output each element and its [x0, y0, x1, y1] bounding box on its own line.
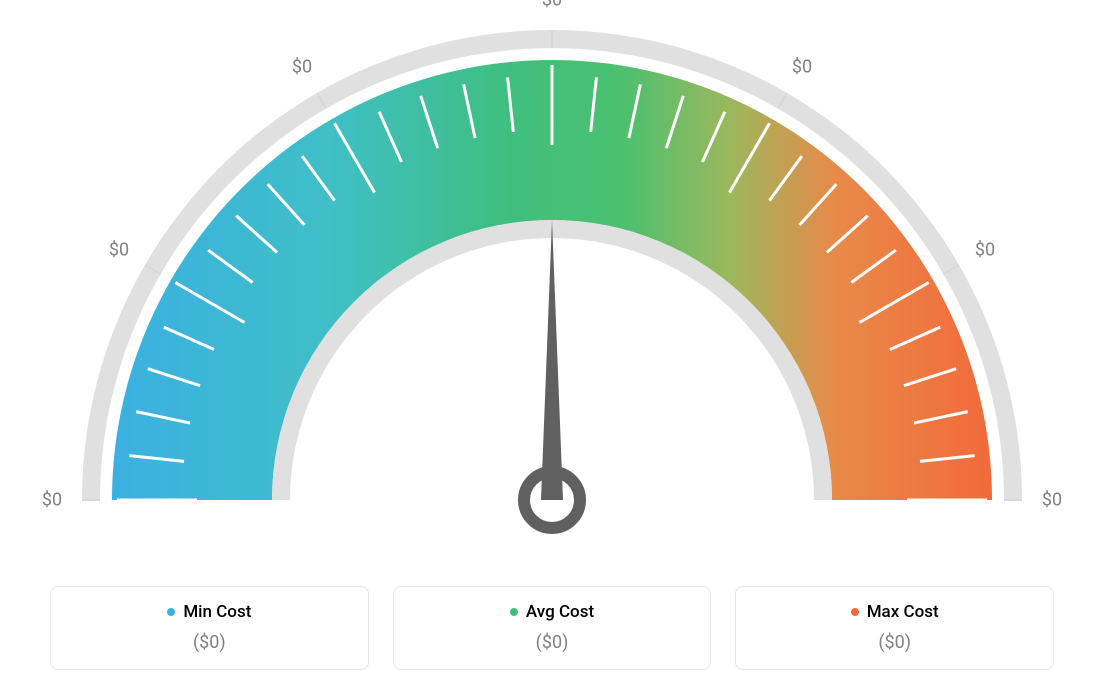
legend-row: Min Cost ($0) Avg Cost ($0) Max Cost ($0…	[50, 586, 1054, 670]
gauge-tick-label: $0	[42, 490, 62, 511]
gauge-tick-label: $0	[975, 240, 995, 261]
legend-title-min: Min Cost	[167, 602, 251, 622]
legend-label: Max Cost	[867, 602, 939, 622]
legend-value-max: ($0)	[754, 632, 1035, 653]
gauge-tick-label: $0	[792, 56, 812, 77]
dot-icon	[851, 608, 859, 616]
dot-icon	[510, 608, 518, 616]
legend-card-avg: Avg Cost ($0)	[393, 586, 712, 670]
gauge-svg	[0, 0, 1104, 560]
legend-card-min: Min Cost ($0)	[50, 586, 369, 670]
gauge-tick-label: $0	[109, 240, 129, 261]
dot-icon	[167, 608, 175, 616]
legend-value-min: ($0)	[69, 632, 350, 653]
gauge-tick-label: $0	[1042, 490, 1062, 511]
gauge-chart: $0 $0 $0 $0 $0 $0 $0	[0, 0, 1104, 560]
gauge-tick-label: $0	[292, 56, 312, 77]
legend-label: Avg Cost	[526, 602, 594, 622]
legend-card-max: Max Cost ($0)	[735, 586, 1054, 670]
legend-title-max: Max Cost	[851, 602, 939, 622]
legend-title-avg: Avg Cost	[510, 602, 594, 622]
legend-label: Min Cost	[183, 602, 251, 622]
gauge-tick-label: $0	[542, 0, 562, 11]
legend-value-avg: ($0)	[412, 632, 693, 653]
